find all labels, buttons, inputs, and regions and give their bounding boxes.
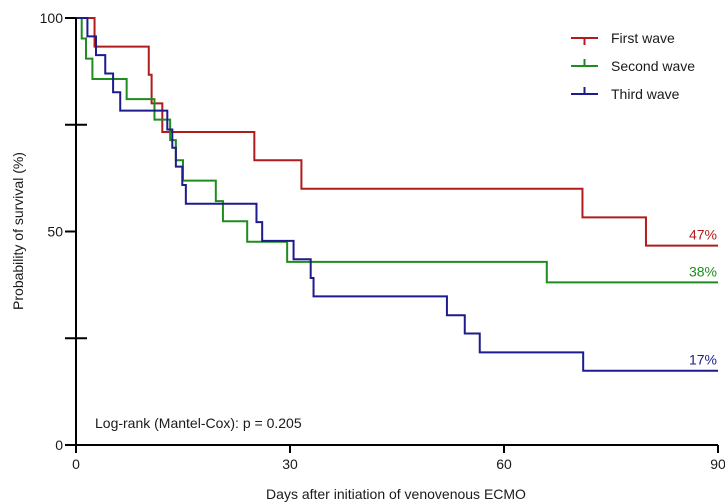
survival-curves <box>76 17 718 372</box>
legend-label: First wave <box>611 30 675 46</box>
first-wave-end-label: 47% <box>689 227 717 243</box>
x-tick-label: 0 <box>72 456 80 472</box>
x-tick-label: 60 <box>496 456 512 472</box>
legend-item-second-wave: Second wave <box>571 58 695 74</box>
axes: 0 30 60 90 0 50 100 <box>40 10 725 472</box>
second-wave-end-label: 38% <box>689 263 717 279</box>
legend-label: Second wave <box>611 58 695 74</box>
y-tick-label: 50 <box>47 224 63 240</box>
y-tick-label: 0 <box>55 437 63 453</box>
legend-item-third-wave: Third wave <box>571 86 680 102</box>
y-axis-title: Probability of survival (%) <box>10 152 26 310</box>
end-labels: 47% 38% 17% <box>689 227 717 368</box>
legend: First wave Second wave Third wave <box>571 30 695 102</box>
y-tick-label: 100 <box>40 10 64 26</box>
legend-label: Third wave <box>611 86 680 102</box>
x-axis-title: Days after initiation of venovenous ECMO <box>266 486 526 502</box>
x-tick-label: 90 <box>710 456 725 472</box>
legend-item-first-wave: First wave <box>571 30 675 46</box>
first-wave-curve <box>76 17 718 247</box>
log-rank-annotation: Log-rank (Mantel-Cox): p = 0.205 <box>95 415 302 431</box>
third-wave-curve <box>76 17 718 372</box>
x-tick-label: 30 <box>282 456 298 472</box>
third-wave-end-label: 17% <box>689 352 717 368</box>
